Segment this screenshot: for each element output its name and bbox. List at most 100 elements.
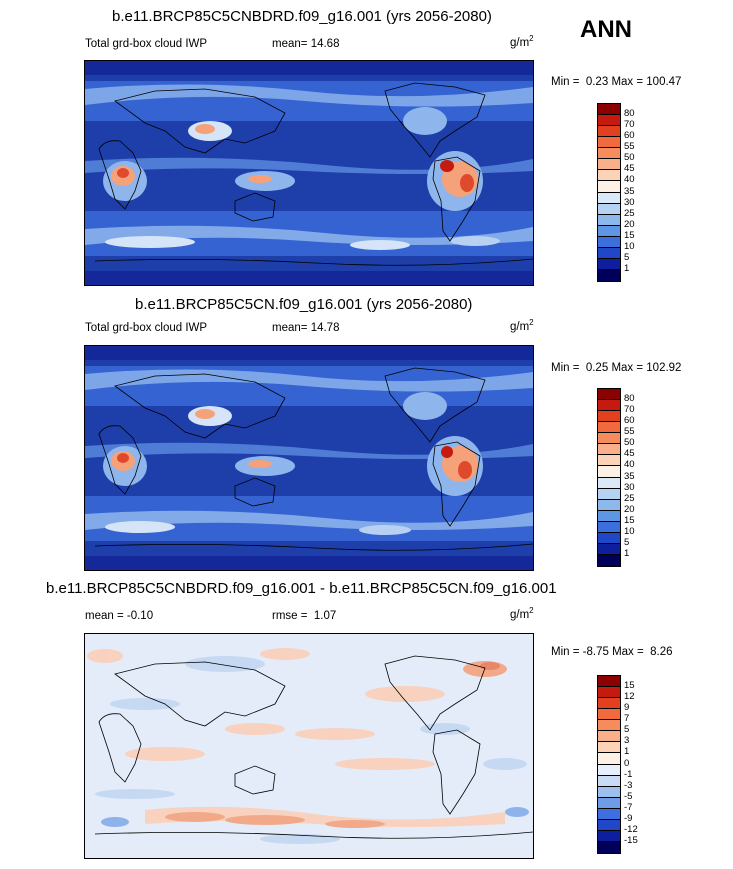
panel2-colorbar-swatch [598,554,620,566]
panel1-colorbar [597,103,621,282]
panel3-rmse-label: rmse = [272,610,308,622]
panel2-max-value: 102.92 [646,362,682,374]
panel1-colorbar-tick-label: 60 [624,130,635,142]
panel1-unit: g/m2 [510,34,534,49]
panel1-colorbar-swatch [598,269,620,281]
panel2-mean-label: mean= [272,322,308,334]
panel1-unit-exp: 2 [529,34,534,43]
panel3-colorbar-swatch [598,786,620,798]
panel2-colorbar-swatch [598,510,620,522]
panel3-colorbar [597,675,621,854]
panel3-unit: g/m2 [510,606,534,621]
panel1-colorbar-swatch [598,126,620,138]
panel1-colorbar-tick-label: 10 [624,240,635,252]
panel3-colorbar-tick-label: -1 [624,768,633,780]
panel1-colorbar-swatch [598,225,620,237]
panel2-colorbar-swatch [598,488,620,500]
panel2-min-value: 0.25 [585,362,609,374]
panel3-colorbar-tick-label: -9 [624,812,633,824]
panel3-colorbar-tick-label: -7 [624,801,633,813]
panel2-mean: mean= 14.78 [272,322,339,334]
panel1-map [84,60,534,286]
panel1-colorbar-tick-label: 80 [624,108,635,120]
panel2-map-field [85,346,533,570]
panel3-colorbar-swatch [598,819,620,831]
panel1-max-label: Max = [611,76,644,88]
panel2-colorbar-swatch [598,444,620,456]
panel1-colorbar-tick-label: 35 [624,185,635,197]
panel3-rmse: rmse = 1.07 [272,610,336,622]
panel2-colorbar-tick-label: 25 [624,492,635,504]
panel1-colorbar-tick-label: 45 [624,163,635,175]
panel3-colorbar-swatch [598,709,620,721]
panel1-colorbar-swatch [598,148,620,160]
panel2-colorbar-tick-label: 15 [624,514,635,526]
panel2-field-label: Total grd-box cloud IWP [85,322,208,334]
panel3-unit-exp: 2 [529,606,534,615]
panel3-map-field [85,634,533,858]
panel2-colorbar-tick-label: 1 [624,547,630,559]
panel3-colorbar-swatch [598,753,620,765]
panel2-colorbar-tick-label: 35 [624,470,635,482]
panel3-max-label: Max = [612,646,644,658]
panel3-colorbar-swatch [598,764,620,776]
panel3-colorbar-tick-label: 3 [624,735,630,747]
panel3-colorbar-tick-label: 0 [624,757,630,769]
panel1-mean-label: mean= [272,38,308,50]
panel1-colorbar-tick-label: 55 [624,141,635,153]
panel3-colorbar-tick-label: -3 [624,779,633,791]
panel1-colorbar-labels: 80 70 60 55 50 45 40 35 30 25 20 15 10 5 1 [624,103,654,280]
panel1-colorbar-swatch [598,258,620,270]
panel3-colorbar-tick-label: 5 [624,724,630,736]
panel1-colorbar-tick-label: 40 [624,174,635,186]
panel2-unit-exp: 2 [529,318,534,327]
panel2-map [84,345,534,571]
panel3-colorbar-swatch [598,687,620,699]
panel1-colorbar-swatch [598,214,620,226]
panel1-colorbar-tick-label: 70 [624,119,635,131]
panel2-colorbar-tick-label: 60 [624,415,635,427]
panel1-colorbar-tick-label: 5 [624,251,630,263]
panel3-colorbar-swatch [598,797,620,809]
panel2-colorbar-tick-label: 10 [624,525,635,537]
panel3-mean: mean = -0.10 [85,610,153,622]
panel1-mean-value: 14.68 [310,38,340,50]
panel2-colorbar-labels: 80 70 60 55 50 45 40 35 30 25 20 15 10 5 1 [624,388,654,565]
panel3-mean-value: -0.10 [126,610,154,622]
panel3-colorbar-swatch [598,742,620,754]
panel2-colorbar-swatch [598,477,620,489]
panel2-title: b.e11.BRCP85C5CN.f09_g16.001 (yrs 2056-2… [135,296,473,313]
panel3-colorbar-swatch [598,841,620,853]
panel2-colorbar-swatch [598,389,620,401]
panel3-colorbar-tick-label: -12 [624,823,638,835]
panel3-minmax: Min = -8.75 Max = 8.26 [551,646,673,658]
panel3-colorbar-tick-label: 15 [624,680,635,692]
panel3-colorbar-tick-label: -5 [624,790,633,802]
panel3-colorbar-swatch [598,830,620,842]
panel3-colorbar-swatch [598,720,620,732]
panel3-min-value: -8.75 [582,646,609,658]
panel1-colorbar-tick-label: 25 [624,207,635,219]
panel1-minmax: Min = 0.23 Max = 100.47 [551,76,681,88]
panel1-max-value: 100.47 [646,76,682,88]
panel2-colorbar-swatch [598,543,620,555]
panel1-colorbar-swatch [598,104,620,116]
panel3-colorbar-tick-label: -15 [624,834,638,846]
panel1-colorbar-swatch [598,170,620,182]
panel3-rmse-value: 1.07 [313,610,337,622]
panel2-colorbar-tick-label: 30 [624,481,635,493]
panel3-colorbar-swatch [598,775,620,787]
panel1-colorbar-tick-label: 15 [624,229,635,241]
panel2-max-label: Max = [611,362,644,374]
panel1-colorbar-tick-label: 50 [624,152,635,164]
panel3-colorbar-tick-label: 12 [624,691,635,703]
panel1-mean: mean= 14.68 [272,38,339,50]
panel2-colorbar-tick-label: 55 [624,426,635,438]
panel2-colorbar-tick-label: 70 [624,404,635,416]
panel2-colorbar-tick-label: 20 [624,503,635,515]
panel1-colorbar-swatch [598,192,620,204]
panel2-minmax: Min = 0.25 Max = 102.92 [551,362,681,374]
panel3-map [84,633,534,859]
panel3-colorbar-tick-label: 1 [624,746,630,758]
panel1-unit-base: g/m [510,36,530,49]
